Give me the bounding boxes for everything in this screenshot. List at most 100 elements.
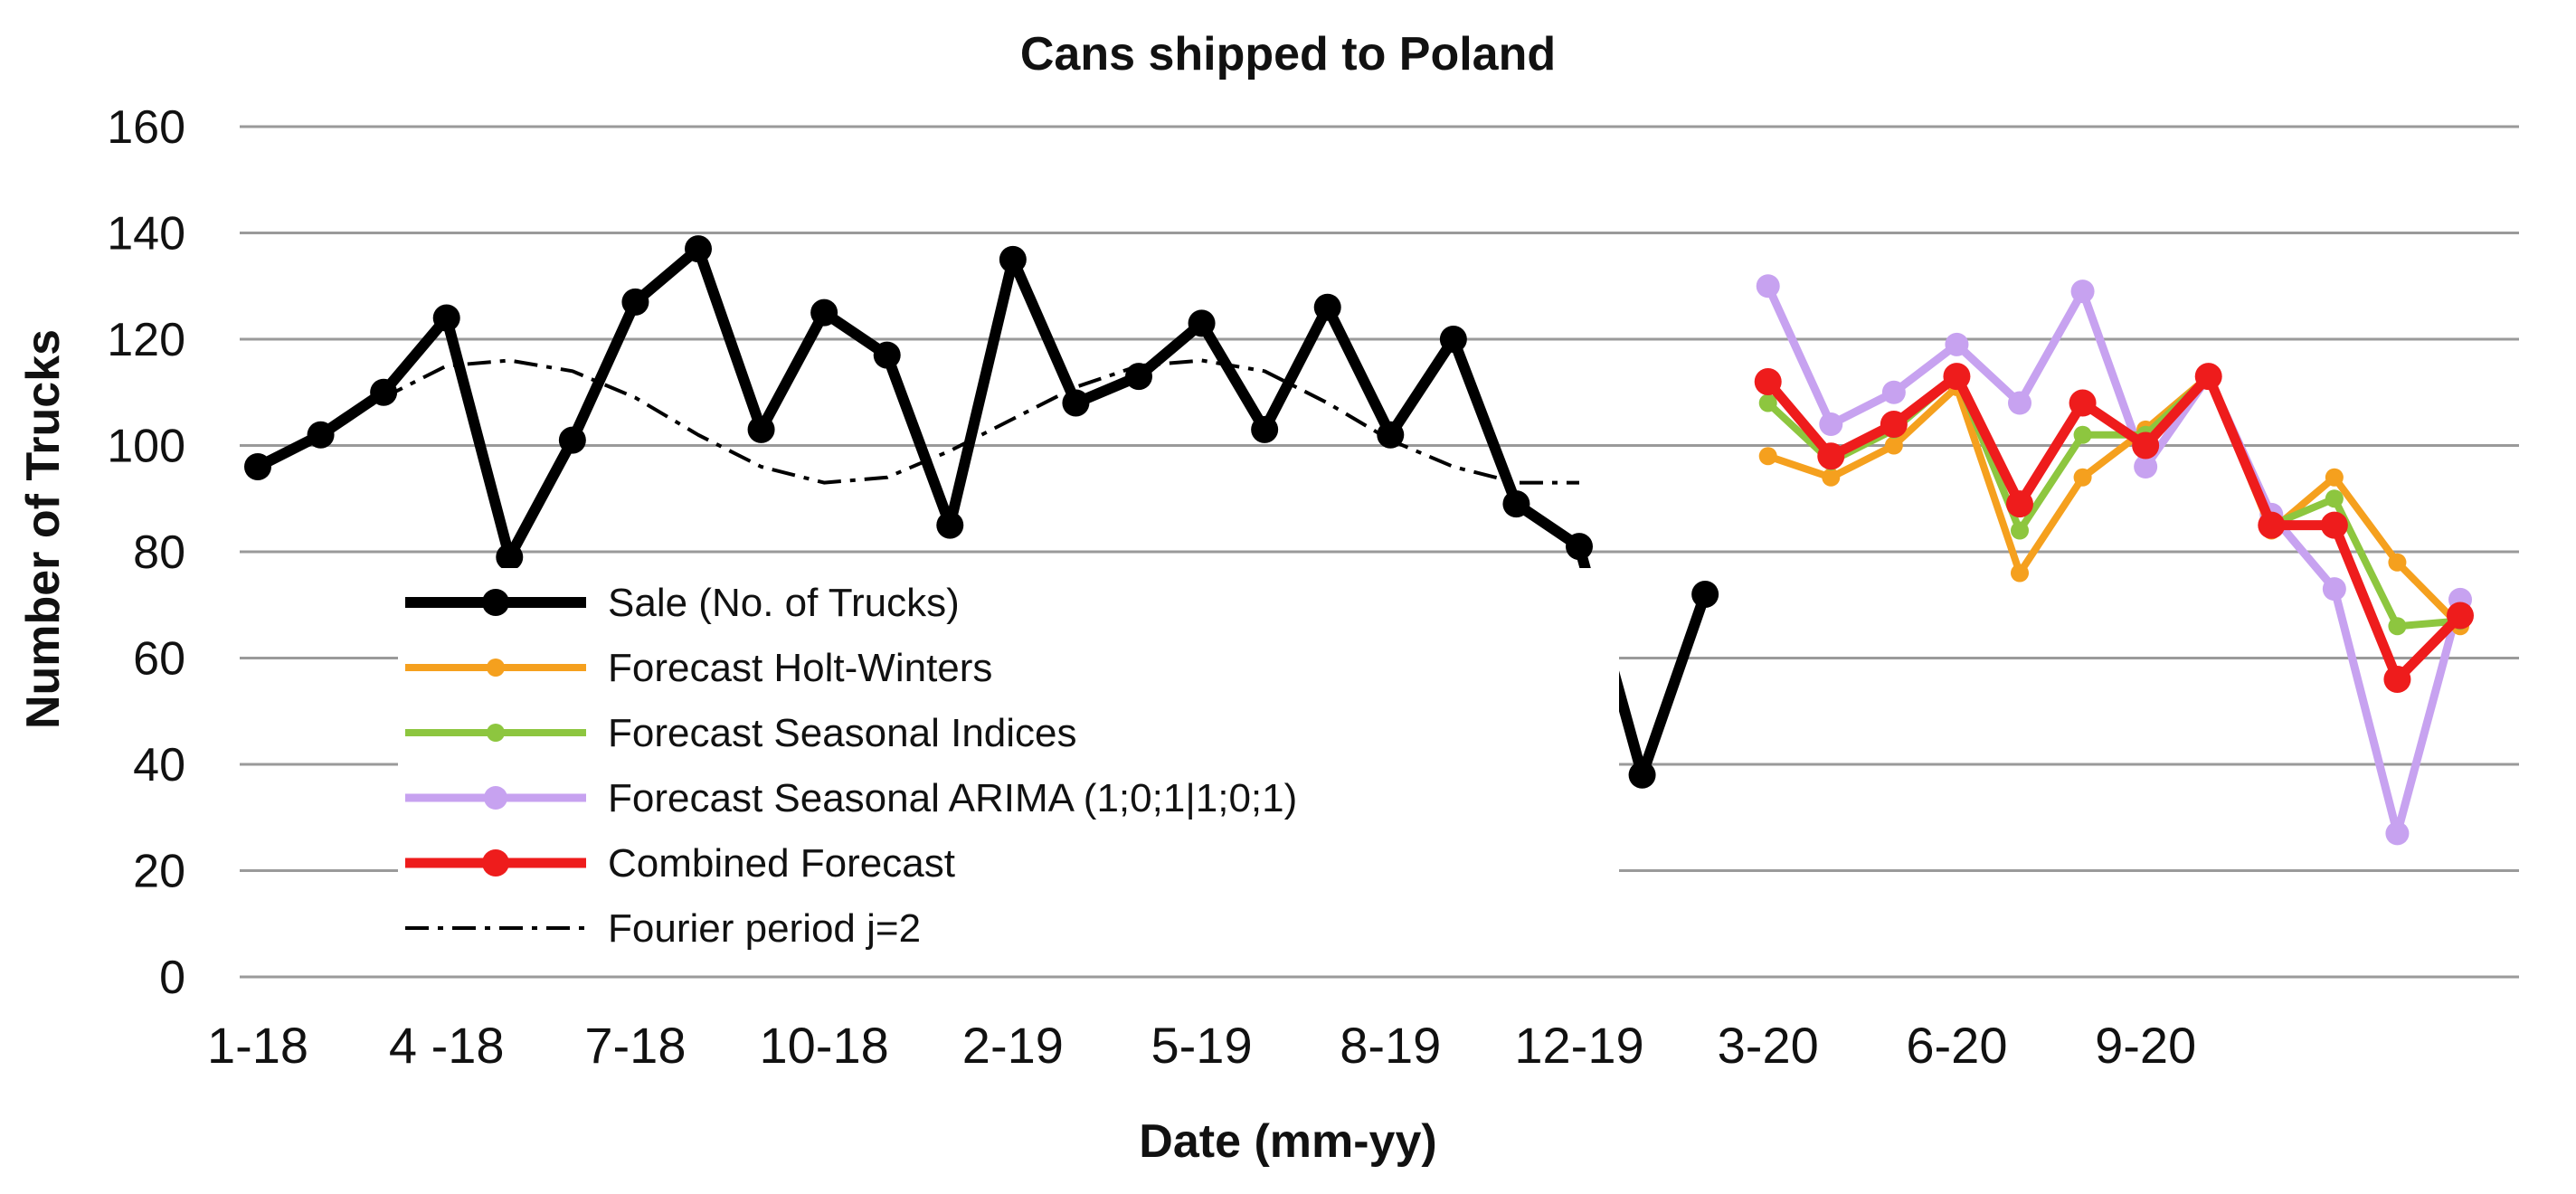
data-point [1819, 412, 1843, 436]
series-line [252, 243, 1711, 781]
x-tick-label: 12-19 [1514, 1017, 1643, 1074]
x-tick-label: 6-20 [1906, 1017, 2007, 1074]
data-point [2388, 553, 2407, 572]
data-point [2383, 666, 2411, 693]
data-point [2194, 363, 2222, 391]
data-point [1188, 309, 1216, 337]
y-tick-label: 0 [159, 952, 185, 1004]
data-point [558, 426, 586, 454]
data-point [244, 453, 271, 480]
data-point [1313, 293, 1341, 321]
legend-label-combined: Combined Forecast [608, 841, 955, 886]
legend: Sale (No. of Trucks) Forecast Holt-Winte… [398, 568, 1619, 975]
x-tick-labels: 1-18 4 -18 7-18 10-18 2-19 5-19 8-19 12-19 3-20 6… [207, 1017, 2196, 1074]
data-point [2322, 577, 2346, 602]
x-tick-label: 3-20 [1718, 1017, 1819, 1074]
y-tick-label: 80 [133, 526, 185, 579]
data-point [496, 543, 524, 571]
data-point [1881, 380, 1906, 404]
legend-item-sale: Sale (No. of Trucks) [398, 575, 1619, 630]
data-point [2132, 431, 2160, 460]
data-point [2258, 511, 2286, 539]
data-point [2011, 564, 2029, 583]
legend-label-seasonal-indices: Forecast Seasonal Indices [608, 711, 1077, 755]
legend-swatch-seasonal-indices [405, 724, 586, 742]
chart-title: Cans shipped to Poland [1019, 28, 1557, 81]
data-point [999, 245, 1027, 273]
x-tick-label: 1-18 [207, 1017, 308, 1074]
data-point [1502, 490, 1530, 518]
legend-item-arima: Forecast Seasonal ARIMA (1;0;1|1;0;1) [398, 771, 1619, 825]
data-point [685, 235, 712, 263]
data-point [370, 378, 398, 406]
x-tick-label: 5-19 [1151, 1017, 1253, 1074]
legend-swatch-sale [405, 589, 586, 616]
series-line [1763, 371, 2466, 685]
data-point [1758, 447, 1777, 466]
data-point [936, 511, 964, 539]
data-point [2320, 511, 2348, 539]
x-tick-label: 4 -18 [389, 1017, 505, 1074]
y-tick-label: 40 [133, 739, 185, 791]
legend-item-seasonal-indices: Forecast Seasonal Indices [398, 706, 1619, 760]
data-point [2388, 617, 2407, 636]
data-point [2070, 280, 2095, 304]
y-axis-label: Number of Trucks [17, 328, 70, 730]
legend-swatch-combined [405, 849, 586, 877]
data-point [1691, 581, 1719, 608]
data-point [810, 298, 838, 327]
series-line [1764, 281, 2465, 838]
y-tick-label: 100 [107, 421, 185, 473]
data-point [2073, 468, 2092, 487]
legend-label-fourier: Fourier period j=2 [608, 906, 922, 951]
y-tick-label: 20 [133, 846, 185, 898]
data-point [1439, 326, 1467, 353]
legend-label-sale: Sale (No. of Trucks) [608, 581, 960, 625]
data-point [747, 415, 775, 443]
y-tick-label: 140 [107, 208, 185, 261]
legend-swatch-holt-winters [405, 659, 586, 677]
data-point [1943, 363, 1971, 391]
data-point [621, 288, 649, 316]
data-point [1566, 533, 1593, 561]
x-tick-label: 9-20 [2095, 1017, 2196, 1074]
x-tick-label: 8-19 [1340, 1017, 1441, 1074]
data-point [1754, 368, 1782, 395]
data-point [1758, 393, 1777, 412]
y-tick-label: 160 [107, 101, 185, 154]
data-point [1125, 363, 1152, 391]
data-point [2006, 490, 2033, 518]
legend-item-combined: Combined Forecast [398, 836, 1619, 890]
series-layer [244, 235, 2474, 846]
data-point [1880, 411, 1908, 438]
data-point [2008, 391, 2031, 415]
x-axis-label: Date (mm-yy) [1139, 1115, 1437, 1168]
data-point [1822, 468, 1841, 487]
legend-label-arima: Forecast Seasonal ARIMA (1;0;1|1;0;1) [608, 776, 1298, 820]
data-point [2011, 521, 2029, 540]
data-point [432, 304, 460, 332]
legend-swatch-fourier [405, 926, 586, 930]
series-0 [244, 235, 1719, 789]
x-tick-label: 10-18 [760, 1017, 889, 1074]
x-tick-label: 2-19 [962, 1017, 1064, 1074]
data-point [2325, 468, 2344, 487]
data-point [2385, 821, 2410, 846]
series-4 [1754, 363, 2474, 693]
series-line [1764, 373, 2464, 630]
data-point [307, 421, 335, 449]
data-point [1756, 274, 1780, 298]
legend-item-holt-winters: Forecast Holt-Winters [398, 640, 1619, 695]
data-point [1945, 332, 1969, 356]
y-tick-label: 120 [107, 314, 185, 366]
y-tick-label: 60 [133, 633, 185, 686]
data-point [1884, 436, 1903, 455]
series-line [257, 358, 1579, 485]
legend-label-holt-winters: Forecast Holt-Winters [608, 646, 993, 690]
x-tick-label: 7-18 [584, 1017, 686, 1074]
legend-swatch-arima [405, 786, 586, 810]
data-point [1251, 415, 1279, 443]
data-point [2069, 389, 2097, 417]
y-tick-labels: 0 20 40 60 80 100 120 140 160 [107, 101, 185, 1004]
